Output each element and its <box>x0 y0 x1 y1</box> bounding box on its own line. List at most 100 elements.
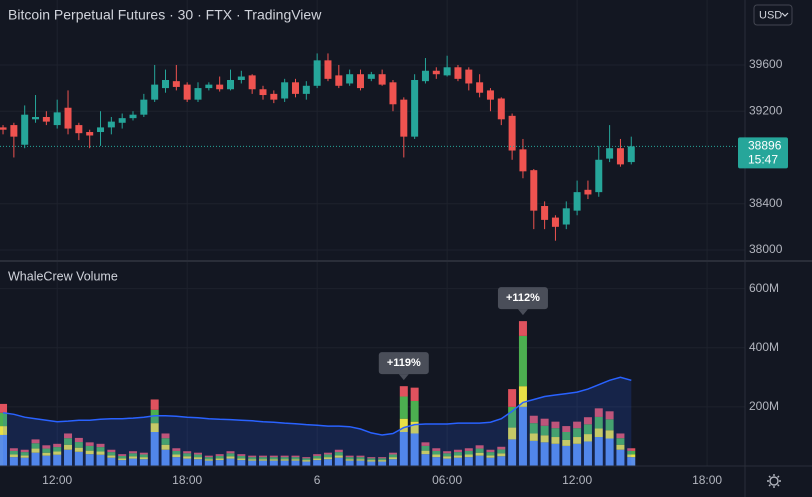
volume-segment <box>291 460 300 466</box>
currency-button[interactable]: USD <box>753 4 793 26</box>
volume-segment <box>129 456 138 459</box>
volume-segment <box>269 460 278 466</box>
volume-segment <box>605 430 614 439</box>
volume-segment <box>258 457 267 460</box>
settings-button[interactable] <box>767 474 781 488</box>
candle-body <box>107 121 115 128</box>
volume-segment <box>258 459 267 461</box>
candle-body <box>432 70 440 75</box>
candle-body <box>42 116 50 122</box>
y-tick-label: 38400 <box>749 196 783 210</box>
volume-segment <box>172 457 181 466</box>
candle-body <box>205 84 213 89</box>
volume-segment <box>107 449 116 453</box>
volume-segment <box>172 454 181 458</box>
annotation-label: +119% <box>387 357 421 369</box>
volume-segment <box>388 457 397 460</box>
volume-segment <box>291 457 300 460</box>
volume-segment <box>540 425 549 436</box>
volume-segment <box>529 415 538 424</box>
volume-segment <box>410 387 419 401</box>
volume-segment <box>486 457 495 466</box>
volume-segment <box>161 449 170 466</box>
candle-body <box>454 67 462 79</box>
volume-segment <box>183 451 192 454</box>
volume-segment <box>183 453 192 457</box>
volume-segment <box>421 454 430 466</box>
x-tick-label: 18:00 <box>172 473 202 487</box>
volume-segment <box>0 426 8 435</box>
volume-segment <box>313 460 322 466</box>
volume-segment <box>139 459 148 466</box>
volume-segment <box>0 403 8 413</box>
x-tick-label: 12:00 <box>562 473 592 487</box>
volume-segment <box>345 459 354 461</box>
volume-segment <box>334 457 343 466</box>
volume-segment <box>356 460 365 466</box>
volume-segment <box>453 455 462 458</box>
volume-segment <box>183 458 192 466</box>
volume-segment <box>215 460 224 466</box>
volume-segment <box>475 445 484 449</box>
volume-segment <box>367 461 376 466</box>
volume-segment <box>410 421 419 434</box>
volume-segment <box>562 439 571 446</box>
candle-body <box>443 67 451 76</box>
volume-segment <box>129 451 138 454</box>
candle-body <box>411 80 419 137</box>
candle-body <box>367 74 375 79</box>
candle-body <box>389 82 397 105</box>
y-tick-label: 200M <box>749 399 779 413</box>
volume-segment <box>237 454 246 456</box>
candle-body <box>584 189 592 195</box>
annotation-pointer <box>398 374 409 381</box>
candle-body <box>465 69 473 84</box>
volume-segment <box>627 454 636 458</box>
volume-segment <box>464 450 473 455</box>
volume-segment <box>475 455 484 466</box>
average-area <box>3 377 632 466</box>
volume-segment <box>486 452 495 456</box>
volume-segment <box>356 459 365 461</box>
gear-teeth[interactable] <box>767 474 781 488</box>
candle-body <box>541 206 549 220</box>
volume-segment <box>150 409 159 424</box>
volume-segment <box>269 457 278 460</box>
volume-segment <box>237 460 246 466</box>
volume-segment <box>616 444 625 450</box>
volume-segment <box>486 449 495 453</box>
currency-button-frame[interactable] <box>753 4 793 26</box>
volume-segment <box>421 442 430 446</box>
candle-body <box>519 149 527 172</box>
volume-segment <box>356 457 365 460</box>
volume-segment <box>280 457 289 460</box>
volume-segment <box>334 455 343 458</box>
candle-body <box>627 146 635 163</box>
volume-segment <box>248 457 257 460</box>
volume-segment <box>388 454 397 458</box>
volume-segment <box>42 448 51 453</box>
volume-segment <box>172 448 181 451</box>
volume-segment <box>583 434 592 442</box>
volume-segment <box>118 455 127 459</box>
volume-segment <box>64 444 73 450</box>
volume-segment <box>540 442 549 466</box>
volume-segment <box>443 456 452 459</box>
volume-segment <box>194 452 203 455</box>
volume-segment <box>31 452 40 466</box>
volume-segment <box>562 432 571 440</box>
volume-segment <box>583 417 592 425</box>
indicator-title: WhaleCrew Volume <box>8 269 118 283</box>
volume-segment <box>432 454 441 458</box>
volume-segment <box>150 432 159 466</box>
volume-segment <box>551 421 560 429</box>
gear-icon[interactable] <box>769 476 779 486</box>
candle-body <box>194 88 202 100</box>
currency-button-label[interactable]: USD <box>759 9 782 21</box>
volume-segment <box>118 460 127 466</box>
candle-body <box>216 84 224 90</box>
candle-body <box>476 82 484 93</box>
volume-segment <box>258 455 267 458</box>
volume-segment <box>323 452 332 455</box>
volume-segment <box>616 433 625 439</box>
